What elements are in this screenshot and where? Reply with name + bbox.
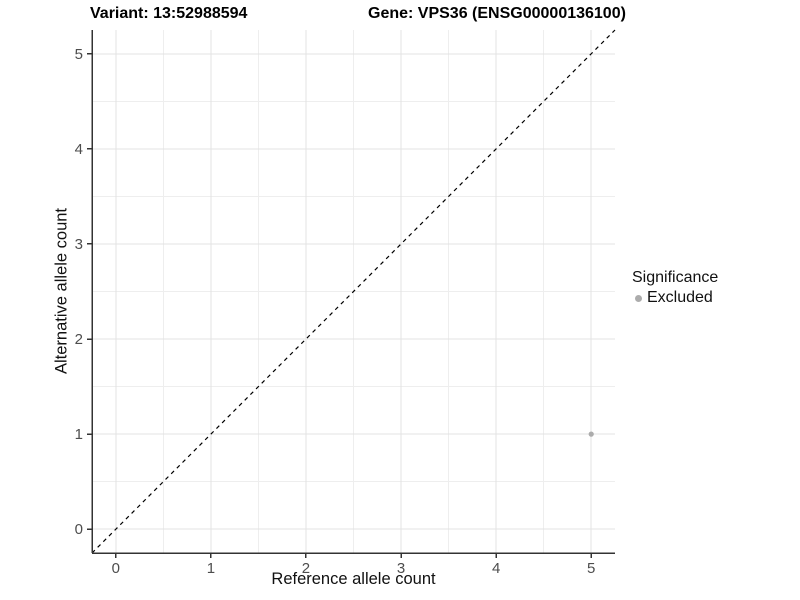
gene-title: Gene: VPS36 (ENSG00000136100)	[368, 5, 626, 22]
y-tick-label: 3	[75, 236, 83, 253]
x-tick-label: 1	[207, 560, 215, 577]
y-tick-label: 0	[75, 521, 83, 538]
excluded-point-icon	[635, 294, 642, 302]
legend-title: Significance	[632, 269, 719, 286]
legend-item-excluded: Excluded	[629, 289, 718, 307]
x-tick-label: 0	[112, 560, 120, 577]
x-tick-label: 2	[302, 560, 310, 577]
y-tick-label: 5	[75, 46, 83, 63]
y-tick-label: 2	[75, 331, 83, 348]
x-axis-title: Reference allele count	[271, 570, 436, 588]
y-axis-title: Alternative allele count	[52, 207, 71, 375]
x-tick-label: 4	[492, 560, 500, 577]
identity-dashed-line	[91, 29, 616, 554]
y-tick-label: 4	[75, 141, 83, 158]
data-point	[588, 431, 594, 437]
x-tick-label: 3	[397, 560, 405, 577]
x-tick-label: 5	[587, 560, 595, 577]
y-tick-label: 1	[75, 426, 83, 443]
variant-title: Variant: 13:52988594	[90, 5, 248, 22]
legend: Significance Excluded	[629, 269, 718, 307]
legend-item-label: Excluded	[647, 289, 713, 306]
